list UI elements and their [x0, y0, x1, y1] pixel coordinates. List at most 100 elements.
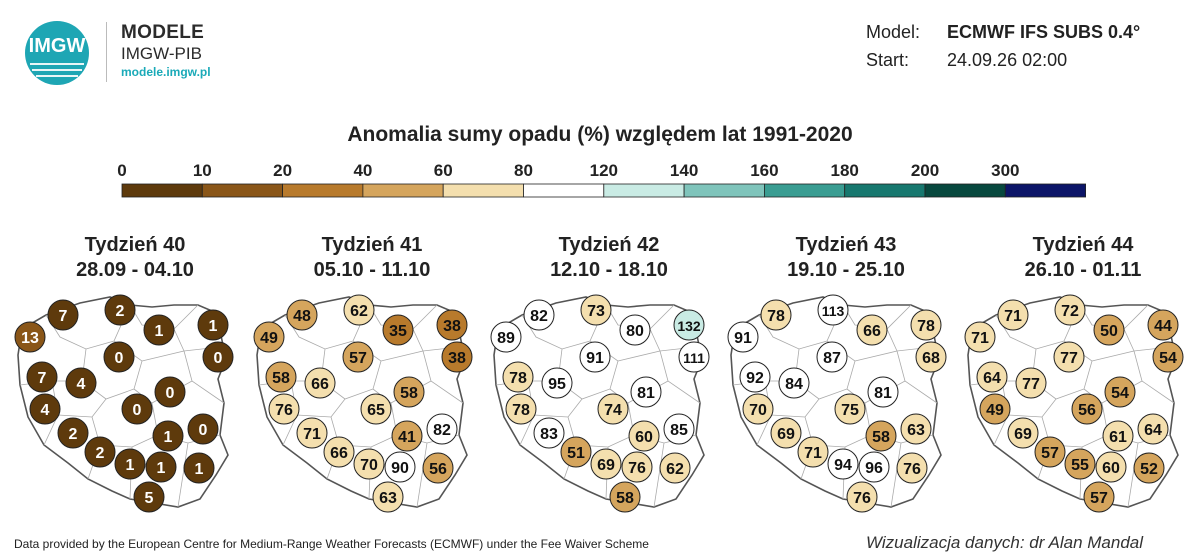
station-value: 81	[874, 385, 892, 402]
station-value: 2	[69, 426, 78, 443]
brand-title: MODELE	[121, 22, 205, 43]
region-border	[804, 416, 872, 448]
station-marker	[663, 413, 695, 445]
legend-swatch	[523, 183, 605, 198]
station-marker	[827, 448, 859, 480]
station-value: 60	[1102, 460, 1120, 477]
station-marker	[505, 393, 537, 425]
station-marker	[1071, 393, 1103, 425]
station-marker	[865, 420, 897, 452]
station-value: 71	[971, 330, 989, 347]
station-marker	[834, 393, 866, 425]
start-row: Start: 24.09.26 02:00	[866, 50, 1140, 78]
station-marker	[323, 436, 355, 468]
legend-swatch	[121, 183, 203, 198]
week-label: Tydzień 40	[84, 234, 186, 256]
map-title: Anomalia sumy opadu (%) względem lat 199…	[347, 123, 853, 146]
station-value: 77	[1022, 376, 1040, 393]
station-marker	[778, 367, 810, 399]
station-marker	[1093, 314, 1125, 346]
brand-url[interactable]: modele.imgw.pl	[121, 65, 211, 79]
station-marker	[14, 321, 46, 353]
station-value: 38	[443, 318, 461, 335]
station-marker	[1095, 451, 1127, 483]
station-marker	[858, 451, 890, 483]
legend-tick-label: 60	[434, 161, 453, 180]
station-marker	[817, 294, 849, 326]
station-value: 72	[1061, 303, 1079, 320]
station-marker	[739, 361, 771, 393]
station-marker	[154, 376, 186, 408]
model-info: Model: ECMWF IFS SUBS 0.4° Start: 24.09.…	[866, 22, 1140, 78]
brand-subtitle: IMGW-PIB	[121, 44, 202, 63]
legend-colorbar: 0 10 20 40 60 80 120 140 160 180 200 300	[117, 161, 1086, 198]
station-marker	[143, 314, 175, 346]
station-marker	[342, 341, 374, 373]
legend-tick-label: 200	[911, 161, 939, 180]
station-value: 68	[922, 350, 940, 367]
legend-swatch	[764, 183, 846, 198]
station-value: 62	[350, 303, 368, 320]
station-value: 4	[41, 402, 50, 419]
station-value: 78	[509, 370, 527, 387]
station-value: 57	[1041, 445, 1059, 462]
station-marker	[673, 309, 705, 341]
legend-swatch	[282, 183, 364, 198]
legend-tick-label: 120	[590, 161, 618, 180]
legend-tick-label: 20	[273, 161, 292, 180]
station-marker	[353, 448, 385, 480]
week-title-2: Tydzień 41 05.10 - 11.10	[252, 233, 492, 283]
station-value: 82	[433, 422, 451, 439]
station-marker	[286, 299, 318, 331]
legend-tick-label: 40	[353, 161, 372, 180]
station-value: 95	[548, 376, 566, 393]
station-marker	[202, 341, 234, 373]
station-value: 41	[398, 429, 416, 446]
station-marker	[133, 481, 165, 513]
station-marker	[114, 448, 146, 480]
station-value: 69	[597, 457, 615, 474]
poland-map-week-42: 89 82 73 80 132 91 111 78 95 81 78 74 83 60 85 51 69 76 62…	[490, 294, 710, 513]
station-value: 113	[822, 303, 845, 319]
legend-tick-label: 140	[670, 161, 698, 180]
station-marker	[1034, 436, 1066, 468]
brand-block: MODELE IMGW-PIB modele.imgw.pl	[106, 22, 211, 82]
station-marker	[523, 299, 555, 331]
poland-map-week-43: 91 78 113 66 78 87 68 92 84 81 70 75 69 58 63 71 94 96 76 7…	[727, 294, 947, 513]
station-value: 1	[209, 318, 218, 335]
station-value: 82	[530, 308, 548, 325]
station-marker	[121, 393, 153, 425]
legend-swatch	[362, 183, 444, 198]
station-marker	[422, 452, 454, 484]
station-value: 50	[1100, 323, 1118, 340]
station-marker	[57, 417, 89, 449]
station-marker	[187, 413, 219, 445]
station-value: 70	[360, 457, 378, 474]
station-marker	[964, 321, 996, 353]
legend-tick-label: 80	[514, 161, 533, 180]
poland-map-week-40: 137 21 10 07 404 02 1 021 1 15	[14, 294, 234, 513]
model-value: ECMWF IFS SUBS 0.4°	[947, 22, 1141, 42]
station-marker	[26, 361, 58, 393]
station-value: 66	[863, 323, 881, 340]
station-value: 71	[804, 445, 822, 462]
credit-note: Wizualizacja danych: dr Alan Mandal	[866, 533, 1144, 552]
station-marker	[846, 481, 878, 513]
station-marker	[900, 413, 932, 445]
station-marker	[979, 393, 1011, 425]
station-marker	[304, 367, 336, 399]
station-value: 76	[853, 490, 871, 507]
station-value: 7	[38, 370, 47, 387]
station-value: 0	[166, 385, 175, 402]
region-border	[890, 442, 902, 508]
station-marker	[268, 393, 300, 425]
station-marker	[1152, 341, 1184, 373]
station-value: 62	[666, 461, 684, 478]
station-marker	[1054, 294, 1086, 326]
legend-tick-label: 160	[750, 161, 778, 180]
data-source-note: Data provided by the European Centre for…	[14, 537, 649, 551]
station-marker	[343, 294, 375, 326]
country-outline	[493, 296, 705, 508]
station-value: 94	[834, 457, 852, 474]
